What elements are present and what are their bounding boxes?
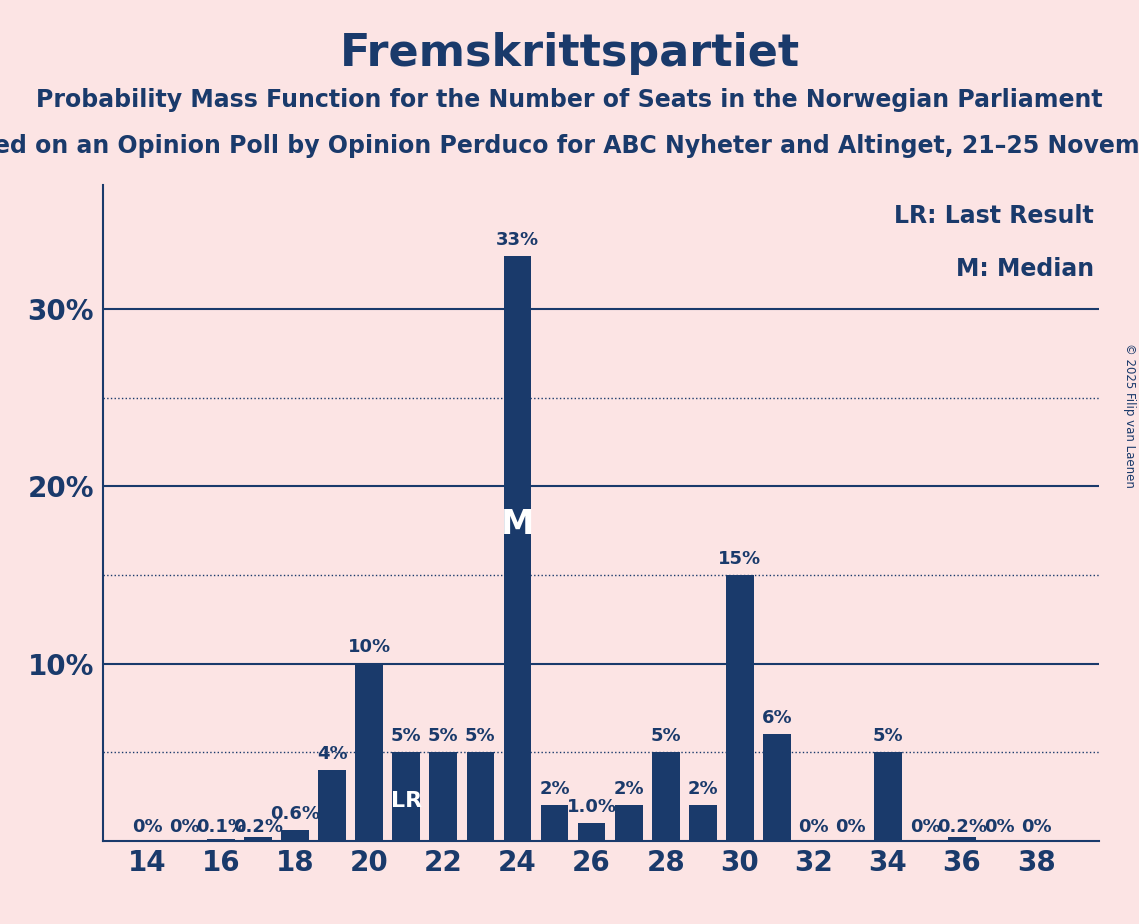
Text: 0.2%: 0.2% [937, 818, 988, 835]
Text: 5%: 5% [391, 727, 421, 745]
Text: M: M [501, 508, 534, 541]
Text: 5%: 5% [650, 727, 681, 745]
Text: 5%: 5% [872, 727, 903, 745]
Bar [652, 752, 680, 841]
Text: 1.0%: 1.0% [566, 798, 616, 816]
Bar [615, 806, 642, 841]
Bar [244, 837, 272, 841]
Text: 2%: 2% [688, 780, 718, 798]
Text: 0%: 0% [169, 818, 199, 835]
Text: Fremskrittspartiet: Fremskrittspartiet [339, 32, 800, 76]
Text: LR: LR [391, 791, 421, 811]
Text: 2%: 2% [539, 780, 570, 798]
Text: 0.6%: 0.6% [270, 805, 320, 823]
Bar [763, 735, 790, 841]
Bar [429, 752, 457, 841]
Text: 10%: 10% [347, 638, 391, 656]
Text: 5%: 5% [465, 727, 495, 745]
Text: 0%: 0% [910, 818, 941, 835]
Text: 5%: 5% [428, 727, 459, 745]
Bar [726, 575, 754, 841]
Text: 0%: 0% [984, 818, 1015, 835]
Bar [503, 256, 532, 841]
Text: 6%: 6% [762, 710, 792, 727]
Text: © 2025 Filip van Laenen: © 2025 Filip van Laenen [1123, 344, 1137, 488]
Text: 0.2%: 0.2% [233, 818, 284, 835]
Text: 33%: 33% [495, 231, 539, 249]
Text: 0%: 0% [836, 818, 867, 835]
Text: 4%: 4% [317, 745, 347, 763]
Text: ed on an Opinion Poll by Opinion Perduco for ABC Nyheter and Altinget, 21–25 Nov: ed on an Opinion Poll by Opinion Perduco… [0, 134, 1139, 158]
Bar [318, 770, 346, 841]
Bar [874, 752, 902, 841]
Text: 15%: 15% [719, 550, 761, 567]
Text: 0.1%: 0.1% [196, 818, 246, 835]
Bar [207, 839, 235, 841]
Text: Probability Mass Function for the Number of Seats in the Norwegian Parliament: Probability Mass Function for the Number… [36, 88, 1103, 112]
Text: LR: Last Result: LR: Last Result [894, 204, 1095, 228]
Text: 2%: 2% [613, 780, 644, 798]
Text: M: Median: M: Median [956, 257, 1095, 281]
Bar [281, 830, 309, 841]
Text: 0%: 0% [1021, 818, 1051, 835]
Bar [948, 837, 976, 841]
Bar [355, 663, 383, 841]
Text: 0%: 0% [798, 818, 829, 835]
Bar [577, 823, 606, 841]
Bar [393, 752, 420, 841]
Text: 0%: 0% [132, 818, 162, 835]
Bar [467, 752, 494, 841]
Bar [541, 806, 568, 841]
Bar [689, 806, 716, 841]
